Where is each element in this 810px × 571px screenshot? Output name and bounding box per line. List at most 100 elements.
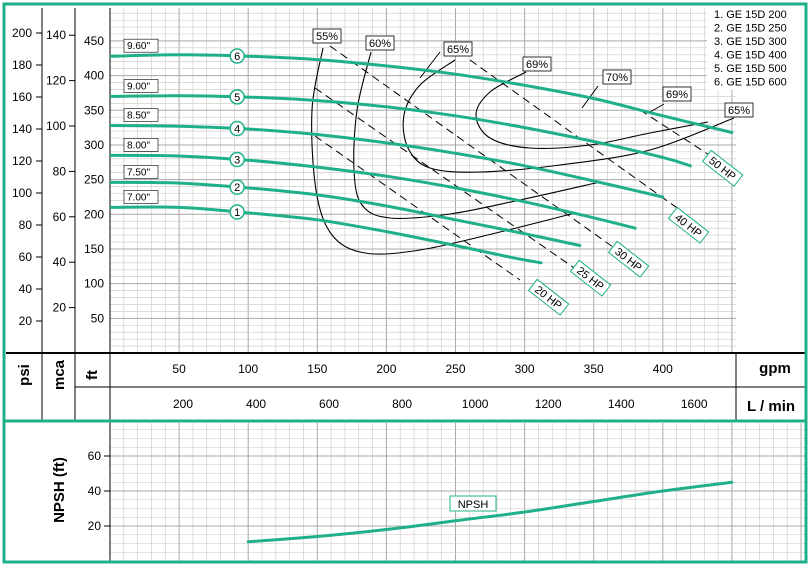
power-box [607,240,650,278]
efficiency-leader [419,51,441,79]
efficiency-label: 55% [316,31,338,43]
lmin-tick-label: 800 [392,397,412,411]
power-box [527,278,570,316]
curve-marker-1 [229,204,245,220]
ft-tick-label: 400 [84,69,104,83]
ft-tick-label: 50 [91,311,105,325]
ft-tick-label: 450 [84,34,104,48]
gpm-tick-label: 150 [307,362,327,376]
psi-tick-label: 80 [19,218,33,232]
psi-axis: 20 40 60 80 100 120 140 160 180 200 [12,26,42,328]
mca-tick-label: 60 [53,210,67,224]
psi-unit-label: psi [16,364,33,386]
outer-frame [2,2,808,564]
impeller-labels: 7.00" 7.50" 8.00" 8.50" 9.00" 9.60" [123,38,159,204]
efficiency-box [443,41,473,57]
lmin-tick-label: 1600 [681,397,708,411]
power-line [469,59,681,211]
pump-curve-4 [110,124,665,199]
lmin-tick-label: 200 [173,397,193,411]
mca-tick-label: 100 [46,119,66,133]
frame-lines [4,8,806,561]
impeller-label-4: 8.50" [127,111,150,122]
curve-marker-label-2: 2 [234,182,240,194]
efficiency-labels: 55% 60% 65% 69% 70% 69% 65% [312,28,754,118]
legend-item: 4. GE 15D 400 [714,50,787,62]
efficiency-label: 69% [666,89,688,101]
lmin-tick-label: 1000 [462,397,489,411]
lmin-tick-label: 600 [319,397,339,411]
psi-tick-label: 100 [12,186,32,200]
npsh-curve-group [246,480,734,544]
power-box [569,259,612,297]
efficiency-box [365,35,395,51]
psi-tick-label: 140 [12,122,32,136]
impeller-label-3: 8.00" [127,140,150,151]
npsh-label-text: NPSH [458,499,489,511]
psi-tick-label: 200 [12,26,32,40]
efficiency-box [312,28,342,44]
power-box [667,206,710,244]
efficiency-label: 65% [728,105,750,117]
efficiency-box [724,102,754,118]
psi-tick-label: 120 [12,154,32,168]
power-line [329,45,621,253]
lmin-tick-label: 1400 [608,397,635,411]
efficiency-box [522,56,552,72]
psi-tick-label: 40 [19,282,33,296]
npsh-tick-label: 20 [88,519,102,533]
lmin-tick-label: 1200 [535,397,562,411]
ft-tick-label: 100 [84,277,104,291]
mca-tick-label: 140 [46,28,66,42]
npsh-label: NPSH [449,495,497,512]
legend-item: 2. GE 15D 250 [714,23,787,35]
impeller-box [123,138,159,152]
efficiency-box [602,69,632,85]
mca-axis: 20 40 60 80 100 120 140 [46,28,75,315]
curve-marker-label-4: 4 [234,124,240,136]
gpm-axis: 50 100 150 200 250 300 350 400 [172,362,673,376]
pump-curve-3 [110,153,637,230]
legend-item: 5. GE 15D 500 [714,63,787,75]
power-line [314,135,521,281]
ft-tick-label: 150 [84,242,104,256]
impeller-label-6: 9.60" [127,41,150,52]
efficiency-label: 65% [447,44,469,56]
psi-tick-label: 180 [12,58,32,72]
impeller-box [123,38,159,53]
npsh-axis-label: NPSH (ft) [51,457,68,523]
ft-axis: 50 100 150 200 250 300 350 400 450 [84,34,104,325]
ft-tick-label: 300 [84,138,104,152]
ft-tick-label: 200 [84,207,104,221]
gpm-tick-label: 100 [238,362,258,376]
curve-marker-label-6: 6 [234,51,240,63]
gpm-tick-label: 300 [515,362,535,376]
legend-background [707,6,805,90]
impeller-label-2: 7.50" [127,167,150,178]
pump-curves [110,53,734,265]
lmin-unit-label: L / min [747,398,795,415]
gpm-tick-label: 200 [376,362,396,376]
mca-tick-label: 40 [53,255,67,269]
gpm-tick-label: 250 [445,362,465,376]
psi-tick-label: 160 [12,90,32,104]
ft-tick-label: 350 [84,103,104,117]
impeller-box [123,108,159,122]
power-box [701,149,744,187]
npsh-curve [246,480,734,544]
impeller-box [123,79,159,93]
legend-item: 3. GE 15D 300 [714,36,787,48]
pump-curve-5 [110,94,692,168]
gpm-unit-label: gpm [759,360,791,377]
curve-marker-5 [229,89,245,105]
curve-marker-2 [229,179,245,195]
npsh-tick-label: 40 [88,484,102,498]
efficiency-curve [475,71,709,149]
gpm-tick-label: 350 [584,362,604,376]
efficiency-curve [311,47,576,255]
lmin-tick-label: 400 [246,397,266,411]
